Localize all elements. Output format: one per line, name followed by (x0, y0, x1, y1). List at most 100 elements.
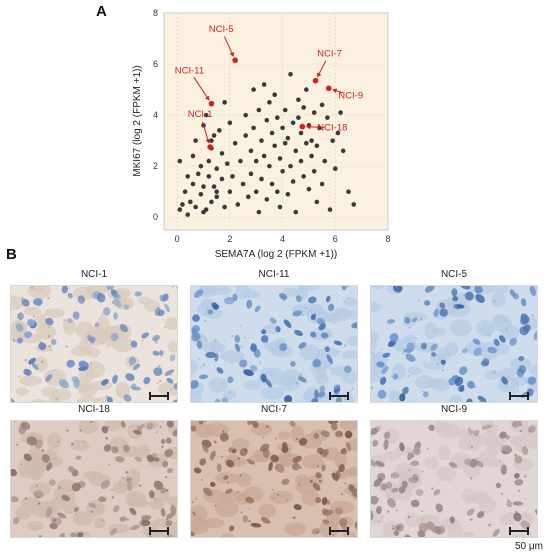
data-point (327, 207, 333, 212)
scale-bar (329, 527, 349, 535)
highlighted-point (232, 57, 238, 64)
data-point (298, 130, 304, 136)
y-tick-label: 4 (153, 110, 158, 120)
x-tick-label: 8 (385, 234, 390, 244)
highlight-arrow-head (332, 88, 338, 94)
data-point (177, 158, 183, 164)
data-point (293, 148, 299, 154)
data-point (214, 166, 220, 172)
scale-bar-label: 50 μm (515, 541, 543, 552)
data-point (340, 148, 346, 154)
data-point (272, 143, 277, 149)
y-tick-label: 6 (153, 59, 158, 69)
data-point (248, 148, 254, 154)
data-point (211, 133, 217, 138)
data-point (240, 181, 246, 187)
data-point (193, 204, 198, 210)
data-point (188, 199, 193, 205)
micrograph-image (10, 420, 178, 538)
data-point (253, 158, 259, 164)
data-point (269, 130, 275, 136)
highlight-label: NCI-9 (338, 90, 363, 101)
data-point (275, 189, 280, 195)
micrograph-image (370, 420, 538, 538)
data-point (219, 151, 225, 156)
data-point (251, 87, 256, 92)
data-point (251, 125, 256, 131)
highlighted-point (312, 77, 319, 84)
data-point (285, 191, 291, 197)
data-point (351, 202, 357, 207)
data-point (285, 135, 291, 141)
y-tick-label: 2 (153, 161, 158, 171)
data-point (248, 171, 254, 177)
data-point (224, 161, 230, 166)
data-point (222, 100, 227, 105)
data-point (190, 181, 196, 187)
highlight-label: NCI-11 (175, 66, 204, 77)
scale-bar (149, 527, 169, 535)
data-point (238, 158, 243, 164)
data-point (346, 189, 351, 195)
y-axis-label: MKI67 (log 2 (FPKM +1)) (132, 65, 143, 176)
data-point (277, 204, 283, 210)
data-point (267, 100, 272, 105)
data-point (195, 171, 201, 177)
panel-b-label: B (6, 246, 17, 263)
data-point (203, 207, 209, 212)
data-point (193, 138, 198, 143)
x-tick-label: 0 (175, 234, 180, 244)
data-point (293, 209, 299, 215)
micrograph-title: NCI-9 (440, 404, 468, 415)
data-point (203, 112, 209, 118)
plot-area (163, 12, 389, 231)
data-point (275, 115, 280, 120)
data-point (267, 163, 272, 169)
data-point (209, 199, 214, 205)
data-point (301, 174, 306, 179)
data-point (177, 207, 183, 212)
highlight-arrow-head (204, 95, 210, 101)
micrograph-image (190, 420, 358, 538)
data-point (290, 179, 296, 184)
data-point (201, 184, 206, 189)
data-point (301, 105, 306, 110)
data-point (209, 138, 214, 143)
highlighted-samples: NCI-5 NCI-11 NCI-1 NCI-7 NCI-9 NCI-18 (175, 24, 363, 150)
data-point (311, 110, 317, 115)
highlighted-point (325, 85, 332, 92)
data-point (306, 186, 312, 192)
data-point (214, 189, 220, 195)
data-point (296, 97, 301, 103)
data-point (304, 87, 309, 92)
highlighted-point (207, 144, 213, 150)
x-axis-label: SEMA7A (log 2 (FPKM +1)) (215, 249, 338, 260)
highlight-arrow-line (193, 77, 210, 101)
data-point (319, 102, 325, 108)
data-point (217, 128, 222, 133)
data-point (214, 194, 220, 200)
data-point (264, 197, 270, 202)
micrograph-image (190, 285, 358, 403)
data-point (277, 156, 283, 161)
data-point (256, 107, 262, 113)
data-point (259, 138, 264, 143)
data-point (288, 163, 293, 169)
data-point (314, 199, 320, 205)
scale-bar (329, 392, 349, 400)
data-point (190, 153, 196, 159)
data-point (280, 125, 285, 131)
data-point (325, 115, 330, 120)
data-point (311, 168, 317, 174)
scale-bar (509, 392, 529, 400)
data-point (298, 158, 304, 164)
data-point (243, 112, 248, 118)
data-point (330, 138, 335, 143)
scale-bar (509, 527, 529, 535)
axis-ticks: 0 2 4 6 8 0 2 4 6 8 (153, 8, 391, 244)
highlight-label: NCI-18 (317, 123, 347, 134)
highlight-arrow-head (316, 72, 322, 78)
x-tick-label: 4 (280, 234, 285, 244)
data-point (264, 117, 270, 123)
